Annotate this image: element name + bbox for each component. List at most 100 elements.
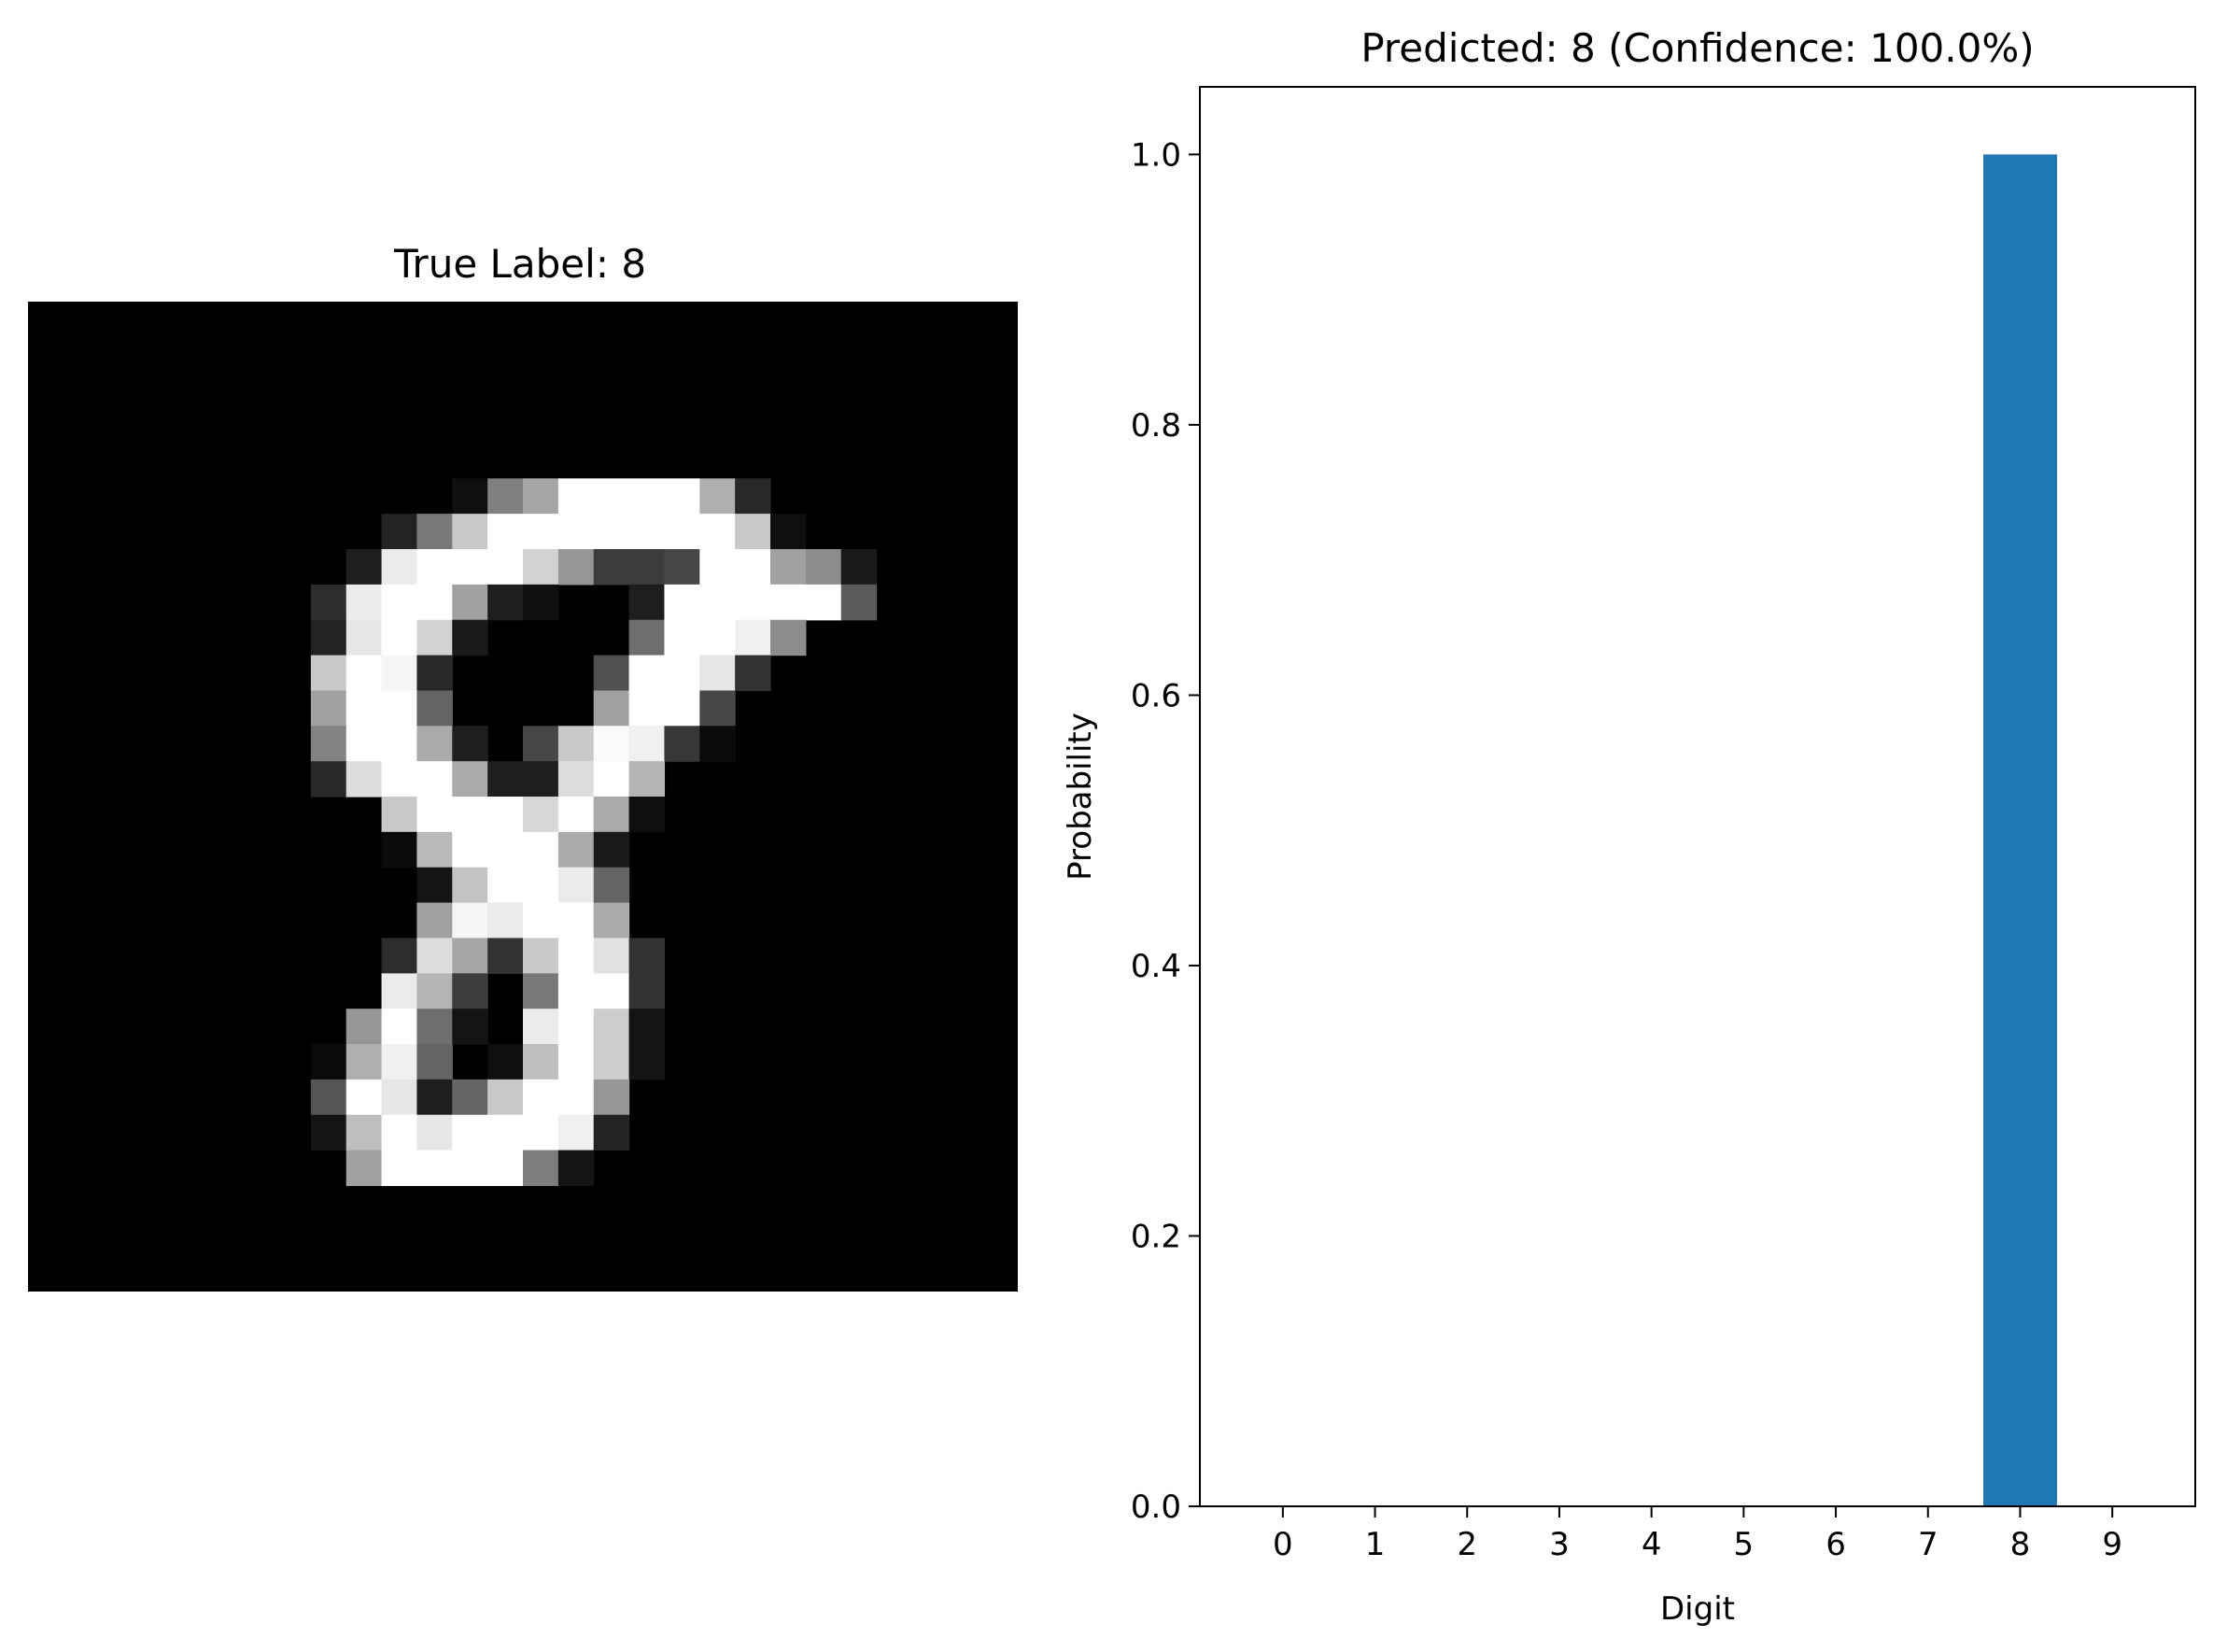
image-pixel [310,1044,347,1080]
chart-title: Predicted: 8 (Confidence: 100.0%) [1360,25,2034,71]
image-pixel [452,797,488,833]
x-tick-label: 4 [1642,1526,1662,1563]
image-pixel [452,938,488,974]
image-pixel [487,584,524,621]
image-pixel [557,902,595,939]
image-pixel [557,1009,595,1045]
image-pixel [310,726,347,762]
image-pixel [345,1044,383,1080]
image-pixel [381,1150,418,1187]
image-pixel [452,761,488,798]
image-pixel [593,690,630,727]
image-pixel [452,831,488,868]
image-pixel [523,1079,559,1116]
image-pixel [557,1044,595,1080]
image-pixel [345,1150,383,1187]
image-pixel [381,938,418,974]
image-pixel [593,938,630,974]
image-pixel [487,514,524,550]
image-pixel [523,831,559,868]
image-pixel [699,726,736,762]
image-pixel [523,761,559,798]
x-tick-label: 9 [2102,1526,2122,1563]
image-pixel [664,655,700,692]
image-pixel [593,973,630,1010]
image-pixel [381,1009,418,1045]
image-pixel [770,584,807,621]
image-pixel [557,1150,595,1187]
image-pixel [487,549,524,586]
image-pixel [345,655,383,692]
image-pixel [523,797,559,833]
image-pixel [345,549,383,586]
x-tick-label: 5 [1734,1526,1755,1563]
image-pixel [381,1079,418,1116]
image-pixel [523,938,559,974]
image-pixel [381,549,418,586]
image-pixel [593,478,630,515]
x-tick-label: 0 [1273,1526,1293,1563]
image-pixel [557,867,595,904]
image-pixel [805,549,842,586]
x-tick-label: 8 [2010,1526,2031,1563]
image-pixel [557,1079,595,1116]
y-tick-label: 1.0 [1131,136,1181,174]
image-pixel [452,514,488,550]
image-pixel [628,584,666,621]
image-pixel [381,797,418,833]
image-pixel [416,867,453,904]
y-axis-label: Probability [1062,713,1099,881]
image-pixel [523,902,559,939]
image-pixel [523,867,559,904]
image-pixel [381,584,418,621]
image-pixel [664,619,700,657]
image-pixel [523,478,559,515]
image-pixel [557,831,595,868]
image-pixel [487,1079,524,1116]
image-pixel [699,584,736,621]
image-pixel [735,549,771,586]
image-pixel [557,973,595,1010]
image-pixel [628,655,666,692]
image-pixel [523,549,559,586]
image-pixel [416,831,453,868]
image-pixel [487,1114,524,1151]
x-tick-label: 7 [1918,1526,1938,1563]
image-pixel [416,973,453,1010]
image-pixel [416,619,453,657]
image-pixel [628,726,666,762]
image-pixel [735,584,771,621]
image-pixel [735,655,771,692]
image-pixel [487,761,524,798]
image-pixel [487,1150,524,1187]
image-pixel [416,655,453,692]
image-pixel [310,690,347,727]
y-tick-label: 0.4 [1131,948,1181,985]
image-pixel [523,1009,559,1045]
image-pixel [345,726,383,762]
image-pixel [345,1009,383,1045]
image-pixel [557,478,595,515]
image-pixel [345,584,383,621]
image-title: True Label: 8 [393,241,646,287]
image-pixel [416,761,453,798]
image-pixel [523,584,559,621]
image-pixel [735,619,771,657]
image-pixel [487,797,524,833]
image-pixel [523,1150,559,1187]
image-pixel [345,1114,383,1151]
image-pixel [628,973,666,1010]
image-pixel [699,690,736,727]
image-pixel [840,549,878,586]
image-pixel [664,584,700,621]
image-pixel [664,478,700,515]
image-pixel [593,761,630,798]
image-pixel [628,619,666,657]
image-pixel [664,726,700,762]
image-pixel [345,619,383,657]
x-axis-label: Digit [1660,1590,1735,1628]
image-pixel [452,867,488,904]
image-pixel [699,549,736,586]
image-pixel [557,1114,595,1151]
